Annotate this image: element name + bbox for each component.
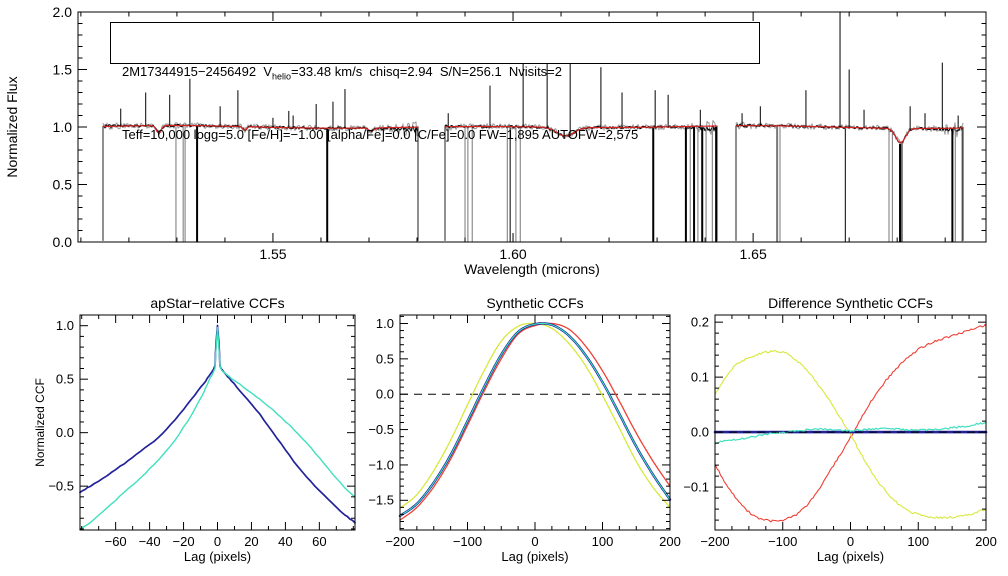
y-tick-label: 0.5 (56, 372, 74, 387)
x-tick-label: −20 (173, 534, 195, 549)
y-tick-label: 0.5 (53, 176, 73, 192)
y-tick-label: 0.0 (691, 425, 709, 440)
y-tick-label: 0.5 (376, 351, 394, 366)
synth-red (399, 322, 671, 521)
x-axis-label: Wavelength (microns) (464, 261, 600, 277)
diff-cyan (714, 421, 987, 445)
x-tick-label: 100 (907, 534, 929, 549)
x-tick-label: 40 (278, 534, 292, 549)
x-tick-label: 100 (592, 534, 614, 549)
synthetic-ccf-panel: −200 −100 0 100 200 −1.5 −1.0 −0.5 0.0 0.5 1.0 Synt… (368, 295, 681, 564)
axis-frame (714, 314, 987, 531)
y-tick-label: 2.0 (53, 4, 73, 20)
y-tick-label: −0.5 (48, 479, 74, 494)
y-tick-label: −1.5 (368, 493, 394, 508)
panel-title: apStar−relative CCFs (150, 295, 284, 311)
x-tick-label: −200 (385, 534, 414, 549)
y-tick-label: 0.0 (53, 234, 73, 250)
apstar-ccf-panel: −60 −40 −20 0 20 40 60 −0.5 0.0 0.5 1.0 apStar−rela… (33, 295, 356, 564)
y-tick-label: −1.0 (368, 457, 394, 472)
y-tick-label: −0.5 (368, 422, 394, 437)
synth-yellow (399, 322, 671, 509)
info-line-1: 2M17344915−2456492 Vhelio=33.48 km/s chi… (122, 62, 759, 87)
y-tick-label: 1.0 (56, 318, 74, 333)
x-axis-label: Lag (pixels) (501, 549, 568, 564)
x-tick-label: 60 (312, 534, 326, 549)
panel-title: Difference Synthetic CCFs (768, 295, 933, 311)
axis-frame (79, 314, 356, 531)
y-tick-label: 0.0 (56, 425, 74, 440)
stellar-parameters-box: 2M17344915−2456492 Vhelio=33.48 km/s chi… (110, 22, 760, 142)
y-tick-label: 1.5 (53, 61, 73, 77)
diff-red (714, 323, 987, 523)
y-axis-label: Normalized Flux (4, 76, 20, 177)
synth-cyan (399, 322, 671, 517)
x-tick-label: 1.60 (499, 246, 526, 262)
y-tick-label: 0.2 (691, 315, 709, 330)
x-axis-label: Lag (pixels) (184, 549, 251, 564)
panel-title: Synthetic CCFs (486, 295, 583, 311)
y-tick-label: 0.1 (691, 370, 709, 385)
x-tick-label: 20 (244, 534, 258, 549)
y-axis-label: Normalized CCF (33, 378, 47, 467)
difference-ccf-panel: −200 −100 0 100 200 −0.1 0.0 0.1 0.2 Difference S… (683, 295, 997, 564)
model-spectrum (102, 124, 419, 134)
y-tick-label: −0.1 (683, 480, 709, 495)
spectrum-panel: 1.55 1.60 1.65 0.0 0.5 1.0 1.5 2.0 Wavelength (m… (4, 4, 987, 277)
x-tick-label: −60 (105, 534, 127, 549)
info-line-2: Teff=10,000 logg=5.0 [Fe/H]=−1.00 [alpha… (122, 126, 639, 142)
x-tick-label: −40 (139, 534, 161, 549)
x-tick-label: 0 (531, 534, 538, 549)
x-tick-label: 1.55 (259, 246, 286, 262)
x-tick-label: 200 (975, 534, 997, 549)
ccf-navy (79, 324, 356, 524)
x-tick-label: −200 (700, 534, 729, 549)
x-tick-label: 0 (847, 534, 854, 549)
model-spectrum (444, 125, 718, 137)
y-tick-label: 1.0 (376, 316, 394, 331)
axis-frame (399, 314, 671, 531)
target-id-and-vhelio: 2M17344915−2456492 V (122, 64, 272, 79)
fit-stats: =33.48 km/s chisq=2.94 S/N=256.1 Nvisits… (291, 64, 562, 79)
y-tick-label: 0.0 (376, 387, 394, 402)
x-tick-label: −100 (768, 534, 797, 549)
diff-yellow (714, 350, 987, 520)
y-tick-label: 1.0 (53, 119, 73, 135)
ccf-cyan (79, 326, 356, 530)
x-tick-label: 200 (659, 534, 681, 549)
x-tick-label: −100 (453, 534, 482, 549)
vhelio-subscript: helio (272, 71, 292, 82)
x-axis-label: Lag (pixels) (817, 549, 884, 564)
x-tick-label: 1.65 (739, 246, 766, 262)
x-tick-label: 0 (214, 534, 221, 549)
